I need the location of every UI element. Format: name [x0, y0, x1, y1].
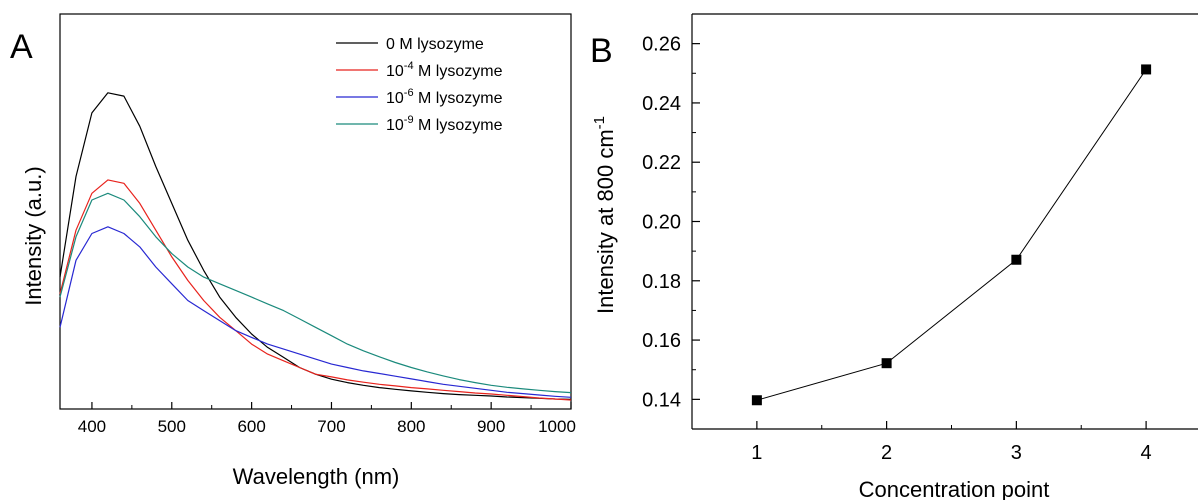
panel-a-plot-frame: [59, 13, 572, 410]
panel-a-legend: 0 M lysozyme 10-4 M lysozyme 10-6 M lysozy…: [336, 36, 503, 134]
panel-a-label: A: [10, 28, 33, 66]
panel-a-legend-label: 0 M lysozyme: [386, 36, 484, 53]
panel-b-label: B: [590, 32, 613, 70]
panel-a-x-axis-ticks: 400 500 600 700 800 900 1000: [78, 402, 576, 436]
panel-a-series-line-1: [59, 92, 572, 400]
panel-a-series-line-2: [59, 179, 572, 401]
panel-b-x-tick-label: 3: [1011, 442, 1022, 464]
panel-b-data-point: [1141, 64, 1152, 75]
panel-b-x-tick-label: 2: [881, 442, 892, 464]
panel-a-x-tick-label: 900: [477, 417, 505, 436]
panel-b-data-point: [1011, 254, 1022, 265]
panel-b-series-line: [756, 69, 1147, 401]
panel-a-x-axis-label: Wavelength (nm): [233, 464, 400, 489]
panel-a-y-axis-label: Intensity (a.u.): [21, 166, 46, 305]
panel-b-y-tick-label: 0.16: [642, 330, 681, 352]
panel-b-y-tick-label: 0.24: [642, 93, 681, 115]
panel-b-x-axis-label: Concentration point: [859, 477, 1050, 500]
panel-b-y-axis-ticks: 0.14 0.16 0.18 0.20 0.22 0.24 0.26: [642, 34, 700, 411]
panel-b-y-tick-label: 0.20: [642, 212, 681, 234]
panel-b-y-tick-label: 0.22: [642, 152, 681, 174]
panel-a-series-lines: [59, 92, 572, 401]
panel-a-legend-label: 10-4 M lysozyme: [386, 60, 503, 80]
panel-a-x-tick-label: 600: [237, 417, 265, 436]
panel-a-legend-label: 10-9 M lysozyme: [386, 114, 503, 134]
panel-b-data-point: [881, 358, 892, 369]
panel-b-data-point: [751, 395, 762, 406]
panel-b-y-tick-label: 0.18: [642, 271, 681, 293]
panel-b-y-tick-label: 0.14: [642, 389, 681, 411]
panel-b-intensity-chart: B 0.14 0.16 0.18 0.20 0.22 0.24 0.26 1 2 3 4 Conc…: [590, 13, 1198, 500]
panel-a-x-tick-label: 500: [158, 417, 186, 436]
panel-b-x-axis-ticks: 1 2 3 4: [691, 421, 1152, 464]
panel-a-x-tick-label: 700: [317, 417, 345, 436]
panel-a-legend-label: 10-6 M lysozyme: [386, 87, 503, 107]
panel-a-series-line-4: [59, 192, 572, 394]
panel-b-y-axis-label: Intensity at 800 cm-1: [591, 116, 618, 314]
panel-b-y-tick-label: 0.26: [642, 34, 681, 56]
panel-a-series-line-3: [59, 226, 572, 398]
panel-b-x-tick-label: 1: [751, 442, 762, 464]
panel-a-x-tick-label: 400: [78, 417, 106, 436]
panel-a-x-tick-label: 1000: [538, 417, 576, 436]
panel-a-spectra-chart: A 400 500 600 700 800 900 1000 Wavelength (nm)…: [10, 13, 576, 489]
panel-b-x-tick-label: 4: [1141, 442, 1152, 464]
panel-b-series: [751, 64, 1152, 406]
panel-a-x-tick-label: 800: [397, 417, 425, 436]
